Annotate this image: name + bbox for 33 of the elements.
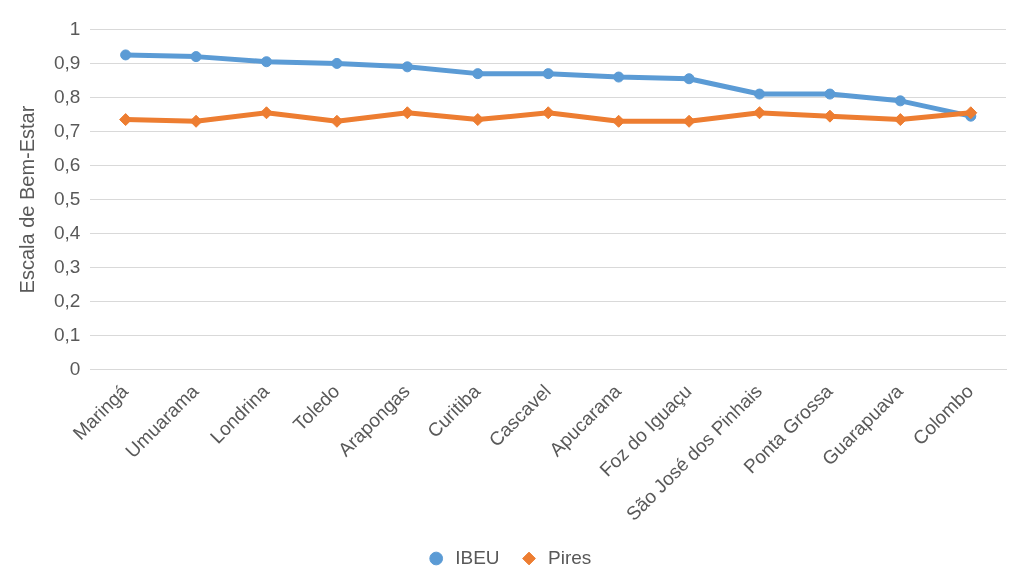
y-tick-label: 0,6 [53, 153, 81, 175]
point [330, 114, 344, 128]
point [893, 113, 907, 127]
y-tick-label: 0,9 [53, 51, 81, 73]
point [682, 114, 696, 128]
point [824, 88, 836, 100]
point [120, 49, 132, 61]
y-tick-label: 0,3 [53, 255, 81, 277]
point [754, 88, 765, 100]
y-axis-title: Escala de Bem-Estar [15, 105, 38, 294]
point [189, 114, 203, 128]
point [964, 106, 978, 120]
point [331, 57, 343, 69]
point [471, 113, 485, 127]
point [753, 106, 766, 120]
point [613, 71, 625, 83]
y-tick-label: 0,1 [53, 323, 81, 345]
legend-label: IBEU [455, 546, 500, 568]
legend-label: Pires [548, 546, 592, 568]
point [260, 56, 272, 68]
point [894, 95, 906, 107]
point [683, 73, 695, 85]
y-tick-label: 0,7 [53, 119, 81, 141]
y-tick-label: 0,4 [53, 221, 81, 243]
y-tick-label: 0,2 [53, 289, 81, 311]
y-tick-label: 1 [69, 17, 81, 39]
y-tick-label: 0,5 [53, 187, 81, 209]
point [190, 51, 202, 63]
point [401, 61, 413, 73]
point [542, 68, 554, 80]
y-tick-label: 0,8 [53, 85, 81, 107]
y-tick-label: 0 [69, 357, 81, 379]
point [472, 68, 484, 80]
